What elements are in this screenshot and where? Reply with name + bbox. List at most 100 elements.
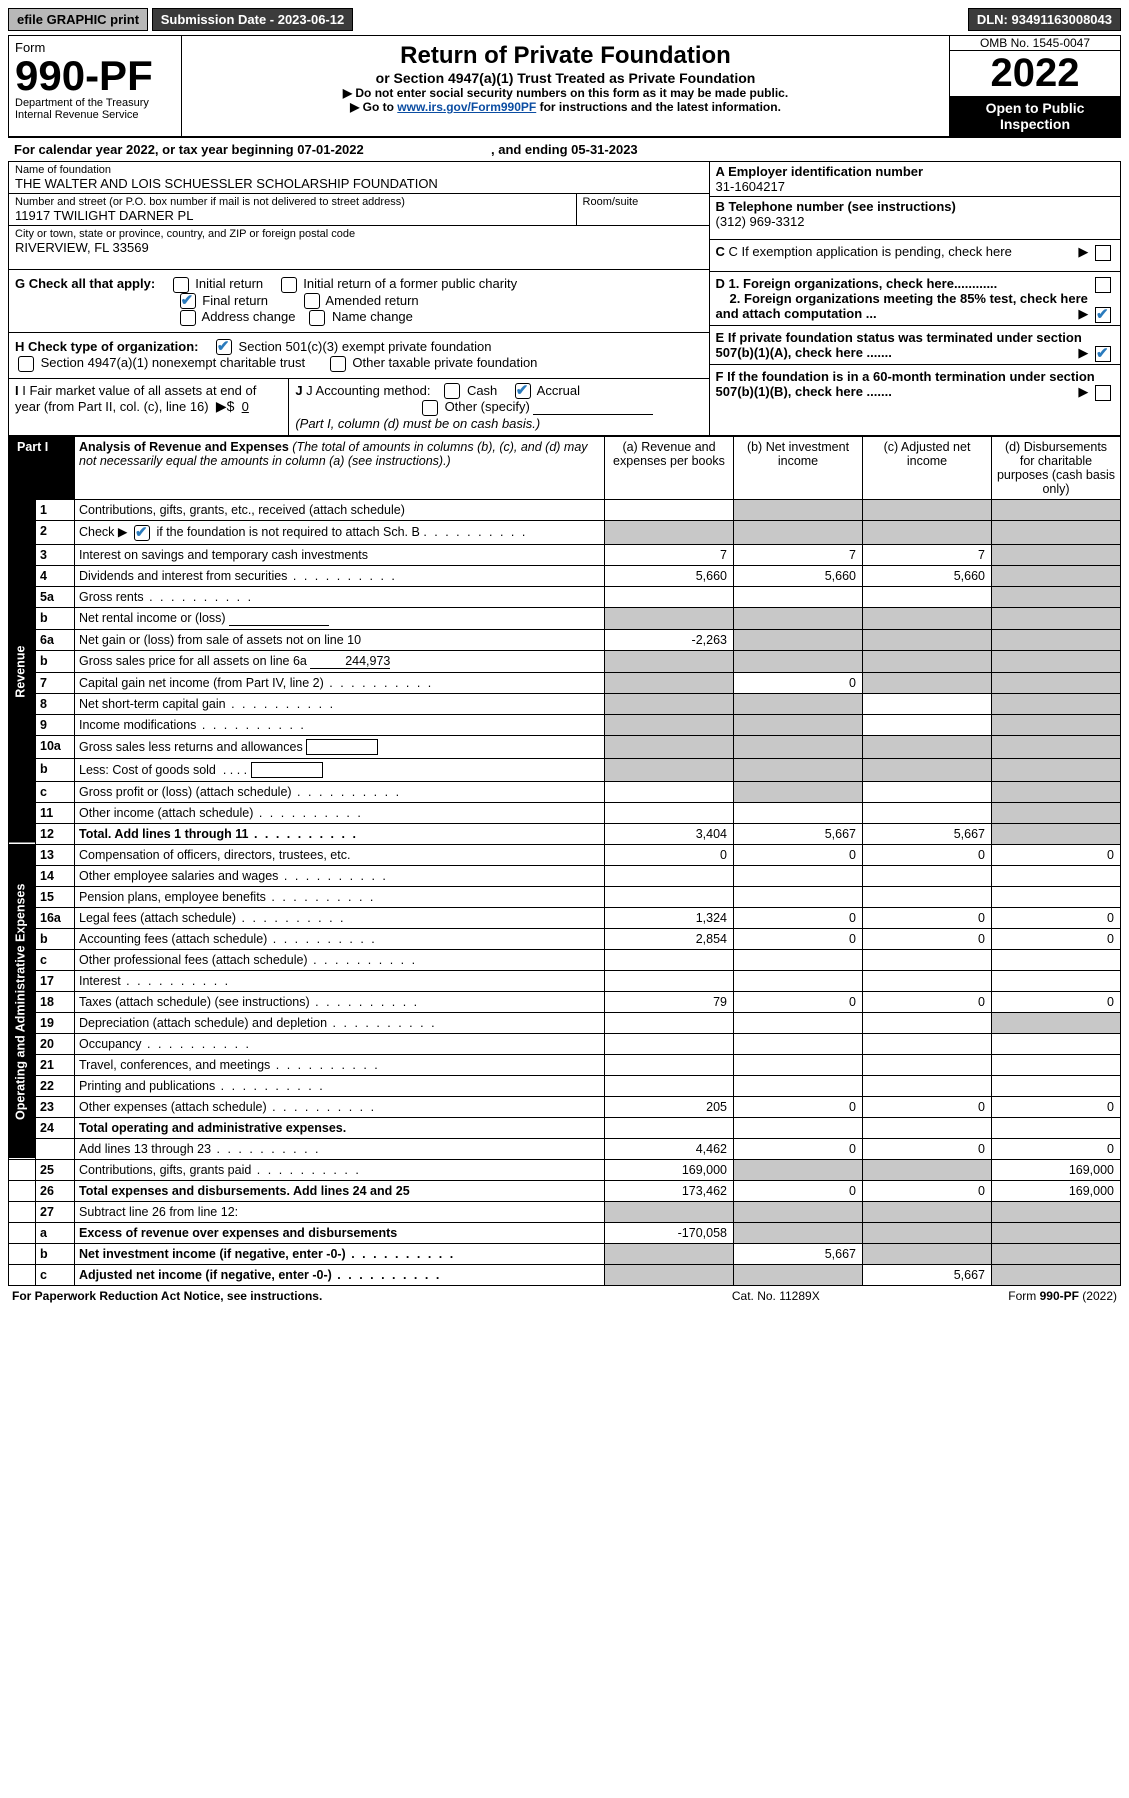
line-24-desc: Total operating and administrative expen… bbox=[75, 1117, 605, 1138]
part1-grid: Part I Analysis of Revenue and Expenses … bbox=[8, 436, 1121, 1286]
fmv-value: 0 bbox=[242, 399, 249, 414]
line-9-desc: Income modifications bbox=[75, 714, 605, 735]
final-return-label: Final return bbox=[202, 293, 268, 308]
col-a-header: (a) Revenue and expenses per books bbox=[605, 436, 734, 499]
accrual-label: Accrual bbox=[537, 383, 580, 398]
g-label: G Check all that apply: bbox=[15, 276, 155, 291]
d1-checkbox[interactable] bbox=[1095, 277, 1111, 293]
initial-former-checkbox[interactable] bbox=[281, 277, 297, 293]
d2-checkbox[interactable] bbox=[1095, 307, 1111, 323]
accrual-checkbox[interactable] bbox=[515, 383, 531, 399]
ein: 31-1604217 bbox=[716, 179, 1114, 194]
line-16b-desc: Accounting fees (attach schedule) bbox=[75, 928, 605, 949]
amended-return-checkbox[interactable] bbox=[304, 293, 320, 309]
c-checkbox[interactable] bbox=[1095, 245, 1111, 261]
amended-return-label: Amended return bbox=[325, 293, 418, 308]
room-label: Room/suite bbox=[583, 196, 703, 208]
phone: (312) 969-3312 bbox=[716, 214, 1114, 229]
submission-date-btn[interactable]: Submission Date - 2023-06-12 bbox=[152, 8, 354, 31]
line-16c-desc: Other professional fees (attach schedule… bbox=[75, 949, 605, 970]
line-2-desc: Check ▶ if the foundation is not require… bbox=[75, 520, 605, 544]
revenue-side-label: Revenue bbox=[9, 499, 36, 844]
top-bar: efile GRAPHIC print Submission Date - 20… bbox=[8, 8, 1121, 31]
line-6a-desc: Net gain or (loss) from sale of assets n… bbox=[75, 629, 605, 650]
name-label: Name of foundation bbox=[15, 164, 703, 176]
line-21-desc: Travel, conferences, and meetings bbox=[75, 1054, 605, 1075]
j-label: J Accounting method: bbox=[306, 383, 430, 398]
other-method-checkbox[interactable] bbox=[422, 400, 438, 416]
initial-former-label: Initial return of a former public charit… bbox=[303, 276, 517, 291]
final-return-checkbox[interactable] bbox=[180, 293, 196, 309]
line-5a-desc: Gross rents bbox=[75, 586, 605, 607]
d2-label: 2. Foreign organizations meeting the 85%… bbox=[716, 291, 1088, 321]
line-13-desc: Compensation of officers, directors, tru… bbox=[75, 844, 605, 865]
line-14-desc: Other employee salaries and wages bbox=[75, 865, 605, 886]
line-25-desc: Contributions, gifts, grants paid bbox=[75, 1159, 605, 1180]
j-note: (Part I, column (d) must be on cash basi… bbox=[295, 416, 540, 431]
cash-label: Cash bbox=[467, 383, 497, 398]
line-1-desc: Contributions, gifts, grants, etc., rece… bbox=[75, 499, 605, 520]
h-label: H Check type of organization: bbox=[15, 339, 198, 354]
other-method-label: Other (specify) bbox=[445, 399, 530, 414]
sch-b-checkbox[interactable] bbox=[134, 525, 150, 541]
paperwork-notice: For Paperwork Reduction Act Notice, see … bbox=[8, 1286, 675, 1305]
b-label: B Telephone number (see instructions) bbox=[716, 199, 1114, 214]
part1-title: Analysis of Revenue and Expenses bbox=[79, 440, 289, 454]
form-footer-label: Form 990-PF (2022) bbox=[876, 1286, 1121, 1305]
line-18-desc: Taxes (attach schedule) (see instruction… bbox=[75, 991, 605, 1012]
line-27c-desc: Adjusted net income (if negative, enter … bbox=[75, 1264, 605, 1285]
omb-number: OMB No. 1545-0047 bbox=[950, 36, 1120, 51]
instructions-link[interactable]: www.irs.gov/Form990PF bbox=[397, 100, 536, 114]
cat-no: Cat. No. 11289X bbox=[675, 1286, 876, 1305]
form-header: Form 990-PF Department of the Treasury I… bbox=[8, 35, 1121, 138]
part1-badge: Part I bbox=[9, 437, 56, 457]
line-3-desc: Interest on savings and temporary cash i… bbox=[75, 544, 605, 565]
street-address: 11917 TWILIGHT DARNER PL bbox=[15, 208, 570, 223]
form-subtitle: or Section 4947(a)(1) Trust Treated as P… bbox=[188, 70, 943, 86]
line-27-desc: Subtract line 26 from line 12: bbox=[75, 1201, 605, 1222]
line-19-desc: Depreciation (attach schedule) and deple… bbox=[75, 1012, 605, 1033]
expenses-side-label: Operating and Administrative Expenses bbox=[9, 844, 36, 1159]
4947-label: Section 4947(a)(1) nonexempt charitable … bbox=[41, 355, 305, 370]
open-public-badge: Open to Public Inspection bbox=[950, 96, 1120, 136]
501c3-label: Section 501(c)(3) exempt private foundat… bbox=[239, 339, 492, 354]
4947-checkbox[interactable] bbox=[18, 356, 34, 372]
line-24b-desc: Add lines 13 through 23 bbox=[75, 1138, 605, 1159]
col-c-header: (c) Adjusted net income bbox=[863, 436, 992, 499]
line-15-desc: Pension plans, employee benefits bbox=[75, 886, 605, 907]
501c3-checkbox[interactable] bbox=[216, 339, 232, 355]
f-checkbox[interactable] bbox=[1095, 385, 1111, 401]
tax-year-line: For calendar year 2022, or tax year begi… bbox=[8, 138, 1121, 162]
line-10c-desc: Gross profit or (loss) (attach schedule) bbox=[75, 781, 605, 802]
name-change-checkbox[interactable] bbox=[309, 310, 325, 326]
initial-return-label: Initial return bbox=[195, 276, 263, 291]
line-8-desc: Net short-term capital gain bbox=[75, 693, 605, 714]
line-26-desc: Total expenses and disbursements. Add li… bbox=[75, 1180, 605, 1201]
line-27b-desc: Net investment income (if negative, ente… bbox=[75, 1243, 605, 1264]
e-checkbox[interactable] bbox=[1095, 346, 1111, 362]
city-label: City or town, state or province, country… bbox=[15, 228, 703, 240]
line-6b-desc: Gross sales price for all assets on line… bbox=[75, 650, 605, 672]
other-taxable-checkbox[interactable] bbox=[330, 356, 346, 372]
col-d-header: (d) Disbursements for charitable purpose… bbox=[992, 436, 1121, 499]
line-20-desc: Occupancy bbox=[75, 1033, 605, 1054]
d1-label: D 1. Foreign organizations, check here..… bbox=[716, 276, 998, 291]
line-16a-desc: Legal fees (attach schedule) bbox=[75, 907, 605, 928]
tax-year: 2022 bbox=[950, 51, 1120, 96]
line-27a-desc: Excess of revenue over expenses and disb… bbox=[75, 1222, 605, 1243]
irs-label: Internal Revenue Service bbox=[15, 109, 175, 121]
a-label: A Employer identification number bbox=[716, 164, 1114, 179]
cash-checkbox[interactable] bbox=[444, 383, 460, 399]
other-taxable-label: Other taxable private foundation bbox=[352, 355, 537, 370]
page-footer: For Paperwork Reduction Act Notice, see … bbox=[8, 1286, 1121, 1305]
line-10a-desc: Gross sales less returns and allowances bbox=[75, 735, 605, 758]
instr-1: ▶ Do not enter social security numbers o… bbox=[188, 86, 943, 100]
foundation-name: THE WALTER AND LOIS SCHUESSLER SCHOLARSH… bbox=[15, 176, 703, 191]
address-change-checkbox[interactable] bbox=[180, 310, 196, 326]
addr-label: Number and street (or P.O. box number if… bbox=[15, 196, 570, 208]
efile-print-btn[interactable]: efile GRAPHIC print bbox=[8, 8, 148, 31]
line-4-desc: Dividends and interest from securities bbox=[75, 565, 605, 586]
line-17-desc: Interest bbox=[75, 970, 605, 991]
dln-label: DLN: 93491163008043 bbox=[968, 8, 1121, 31]
address-change-label: Address change bbox=[202, 309, 296, 324]
